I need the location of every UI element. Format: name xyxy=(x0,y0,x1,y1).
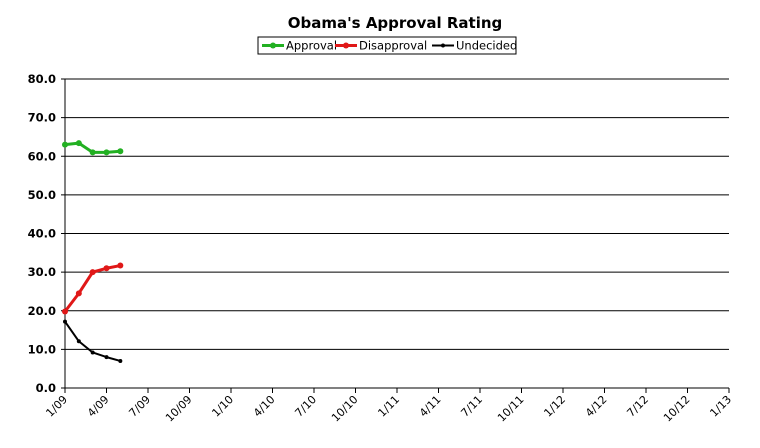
data-point xyxy=(103,265,110,272)
series-disapproval xyxy=(62,262,124,315)
x-tick-label: 1/12 xyxy=(541,393,568,420)
legend-marker xyxy=(441,43,445,48)
data-point xyxy=(75,140,82,147)
x-tick-label: 4/12 xyxy=(583,393,610,420)
y-tick-label: 50.0 xyxy=(28,188,56,202)
data-point xyxy=(89,269,96,276)
y-tick-label: 60.0 xyxy=(28,149,56,163)
x-axis-ticks: 1/09 4/09 7/09 10/09 1/10 4/10 7/10 10/10 1/11 4/… xyxy=(43,388,734,425)
data-point xyxy=(118,358,123,363)
data-point xyxy=(76,339,81,344)
series-line xyxy=(64,320,121,362)
series-layer xyxy=(62,140,124,363)
legend: Approval Disapproval Undecided xyxy=(257,36,517,55)
legend-item-disapproval: Disapproval xyxy=(335,39,427,53)
legend-label: Approval xyxy=(286,39,337,53)
x-tick-label: 7/11 xyxy=(458,393,485,420)
x-tick-label: 4/10 xyxy=(251,393,278,420)
data-point xyxy=(62,141,68,148)
legend-item-undecided: Undecided xyxy=(432,39,517,53)
x-tick-label: 1/10 xyxy=(209,393,236,420)
data-point xyxy=(104,355,109,360)
data-point xyxy=(63,319,67,324)
x-tick-label: 4/09 xyxy=(85,393,112,420)
data-point xyxy=(75,290,82,297)
legend-box xyxy=(257,36,517,55)
x-tick-label: 1/09 xyxy=(43,393,70,420)
data-point xyxy=(90,350,95,355)
x-tick-label: 1/13 xyxy=(707,393,734,420)
x-tick-label: 10/11 xyxy=(495,393,527,425)
data-point xyxy=(62,308,68,315)
legend-item-approval: Approval xyxy=(262,39,337,53)
y-axis-ticks: 0.0 10.0 20.0 30.0 40.0 50.0 60.0 70.0 80.0 xyxy=(28,72,65,395)
series-approval xyxy=(62,140,124,156)
chart-title: Obama's Approval Rating xyxy=(288,14,503,32)
series-undecided xyxy=(63,319,123,363)
x-tick-label: 10/10 xyxy=(329,393,361,425)
legend-marker xyxy=(270,42,276,49)
x-tick-label: 7/12 xyxy=(624,393,651,420)
x-tick-label: 1/11 xyxy=(375,393,402,420)
x-tick-label: 10/12 xyxy=(661,393,693,425)
gridlines xyxy=(65,78,729,350)
data-point xyxy=(117,262,124,269)
legend-label: Disapproval xyxy=(359,39,427,53)
x-tick-label: 10/09 xyxy=(163,393,195,425)
x-tick-label: 4/11 xyxy=(417,393,444,420)
data-point xyxy=(103,149,110,156)
x-tick-label: 7/09 xyxy=(126,393,153,420)
legend-label: Undecided xyxy=(456,39,517,53)
x-tick-label: 7/10 xyxy=(292,393,319,420)
y-tick-label: 80.0 xyxy=(28,72,56,86)
data-point xyxy=(117,148,124,155)
y-tick-label: 70.0 xyxy=(28,111,56,125)
y-tick-label: 30.0 xyxy=(28,265,56,279)
y-tick-label: 40.0 xyxy=(28,227,56,241)
y-tick-label: 20.0 xyxy=(28,304,56,318)
plot-area: 0.0 10.0 20.0 30.0 40.0 50.0 60.0 70.0 80.0 1/09… xyxy=(28,72,734,425)
y-tick-label: 10.0 xyxy=(28,342,56,356)
y-tick-label: 0.0 xyxy=(36,381,56,395)
legend-marker xyxy=(343,42,349,49)
data-point xyxy=(89,149,96,156)
